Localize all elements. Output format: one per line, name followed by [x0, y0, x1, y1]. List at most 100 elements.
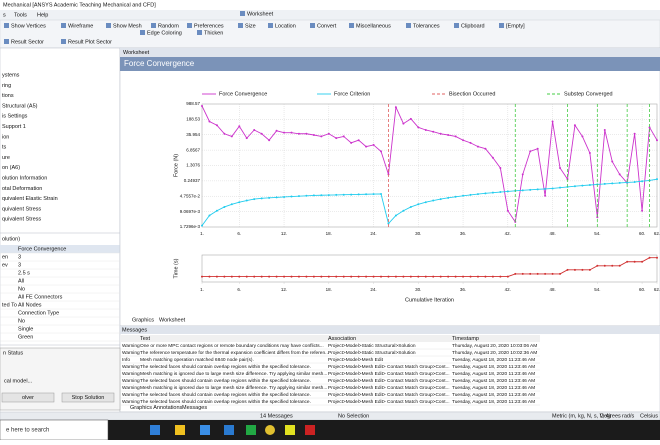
detail-label: en	[2, 254, 8, 260]
toolbar-icon[interactable]	[4, 23, 9, 28]
data-point	[245, 199, 248, 202]
data-point	[365, 145, 368, 148]
y-tick-label: 988.57	[186, 101, 200, 106]
data-point	[245, 137, 248, 140]
toolbar-button[interactable]: Result Plot Sector	[68, 39, 112, 45]
toolbar-icon[interactable]	[310, 23, 315, 28]
toolbar-button[interactable]: Miscellaneous	[356, 23, 391, 29]
details-highlight	[0, 245, 120, 253]
search-text[interactable]: e here to search	[6, 428, 49, 434]
button-label[interactable]: olver	[22, 395, 34, 401]
tree-item[interactable]: ts	[2, 145, 7, 151]
taskbar-icon[interactable]	[200, 425, 210, 435]
toolbar-icon[interactable]	[106, 23, 111, 28]
toolbar-icon[interactable]	[238, 23, 243, 28]
toolbar-button[interactable]: [Empty]	[506, 23, 525, 29]
toolbar-button[interactable]: Show Mesh	[113, 23, 142, 29]
toolbar-button[interactable]: Size	[245, 23, 256, 29]
data-point	[499, 275, 502, 278]
view-tab[interactable]: Graphics	[132, 317, 154, 323]
table-header	[120, 335, 540, 342]
data-point	[439, 198, 442, 201]
taskbar-icon[interactable]	[285, 425, 295, 435]
data-point	[387, 222, 390, 225]
data-point	[394, 106, 397, 109]
toolbar-icon[interactable]	[406, 23, 411, 28]
tree-item[interactable]: is Settings	[2, 114, 28, 120]
tree-item[interactable]: ion	[2, 134, 9, 140]
toolbar-button[interactable]: Location	[275, 23, 296, 29]
menu-item[interactable]: Help	[37, 12, 48, 18]
y-axis-label: Force (N)	[173, 154, 179, 177]
toolbar-icon[interactable]	[499, 23, 504, 28]
taskbar-icon[interactable]	[265, 425, 275, 435]
data-point	[551, 187, 554, 190]
taskbar-icon[interactable]	[150, 425, 160, 435]
toolbar-icon[interactable]	[268, 23, 273, 28]
toolbar-button[interactable]: Clipboard	[461, 23, 485, 29]
tree-item[interactable]: quivalent Stress	[2, 217, 41, 223]
data-point	[529, 150, 532, 153]
toolbar-button[interactable]: Thicken	[204, 30, 223, 36]
toolbar-icon[interactable]	[240, 11, 245, 16]
tree-item[interactable]: otal Deformation	[2, 186, 42, 192]
x-tick-label: 1.	[200, 287, 204, 292]
tree-item[interactable]: quivalent Stress	[2, 206, 41, 212]
tree-item[interactable]: tions	[2, 93, 14, 99]
toolbar-icon[interactable]	[197, 30, 202, 35]
series-line	[201, 178, 658, 226]
toolbar-button[interactable]: Result Sector	[11, 39, 44, 45]
view-tab[interactable]: Worksheet	[159, 317, 186, 323]
menu-item[interactable]: s	[3, 12, 6, 18]
tree-item[interactable]: on (A6)	[2, 165, 20, 171]
tree-item[interactable]: Support 1	[2, 124, 26, 130]
tree-item[interactable]: ring	[2, 83, 11, 89]
data-point	[432, 199, 435, 202]
toolbar-button[interactable]: Preferences	[194, 23, 224, 29]
toolbar-icon[interactable]	[187, 23, 192, 28]
tree-item[interactable]: olution Information	[2, 175, 47, 181]
data-point	[648, 256, 651, 259]
tree-item[interactable]: ure	[2, 155, 10, 161]
toolbar-button[interactable]: Show Vertices	[11, 23, 46, 29]
data-point	[268, 139, 271, 142]
toolbar-icon[interactable]	[61, 39, 66, 44]
taskbar-icon[interactable]	[305, 425, 315, 435]
menu-item[interactable]: Tools	[14, 12, 27, 18]
x-tick-label: 60.	[639, 287, 645, 292]
toolbar-button[interactable]: Random	[158, 23, 179, 29]
button[interactable]	[61, 392, 115, 403]
toolbar-icon[interactable]	[140, 30, 145, 35]
taskbar-icon[interactable]	[224, 425, 234, 435]
x-tick-label: 30.	[415, 287, 421, 292]
data-point	[305, 275, 308, 278]
y-tick-label: 0.24937	[184, 178, 201, 183]
toolbar-icon[interactable]	[61, 23, 66, 28]
data-point	[484, 147, 487, 150]
tree-item[interactable]: quivalent Elastic Strain	[2, 196, 58, 202]
data-point	[439, 275, 442, 278]
toolbar-icon[interactable]	[454, 23, 459, 28]
button[interactable]	[1, 392, 55, 403]
taskbar-icon[interactable]	[246, 425, 256, 435]
taskbar-icon[interactable]	[175, 425, 185, 435]
toolbar-icon[interactable]	[4, 39, 9, 44]
toolbar-button[interactable]: Worksheet	[247, 11, 274, 17]
tree-item[interactable]: Structural (A5)	[2, 103, 38, 109]
toolbar-button[interactable]: Edge Coloring	[147, 30, 182, 36]
tree-item[interactable]: ystems	[2, 72, 20, 78]
panel-tab[interactable]: Messages	[182, 405, 207, 411]
toolbar-button[interactable]: Convert	[317, 23, 337, 29]
toolbar-icon[interactable]	[151, 23, 156, 28]
data-point	[335, 193, 338, 196]
button-label[interactable]: Stop Solution	[72, 395, 105, 401]
toolbar-button[interactable]: Tolerances	[413, 23, 440, 29]
data-point	[350, 141, 353, 144]
message-cell: Tuesday, August 18, 2020 11:23:46 AM	[452, 392, 535, 398]
toolbar-icon[interactable]	[349, 23, 354, 28]
toolbar-button[interactable]: Wireframe	[68, 23, 93, 29]
worksheet-tab: Worksheet	[123, 50, 150, 56]
data-point	[380, 150, 383, 153]
panel-tab[interactable]: Graphics Annotations	[130, 405, 183, 411]
data-point	[581, 268, 584, 271]
